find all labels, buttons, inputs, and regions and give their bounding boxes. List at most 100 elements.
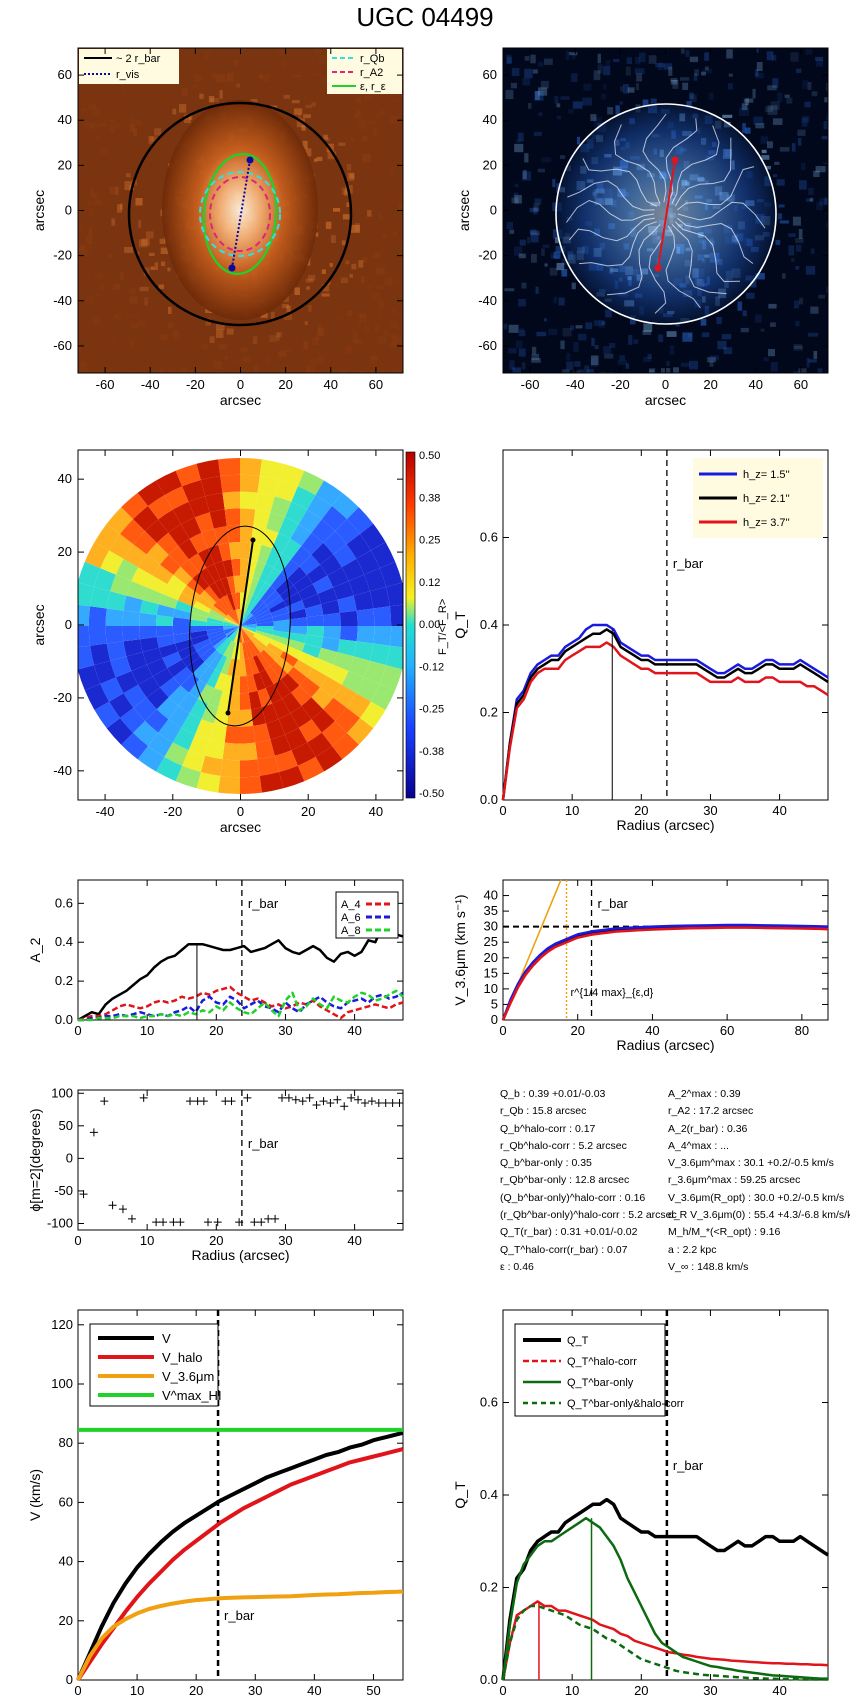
force-sector bbox=[312, 658, 334, 677]
force-sector bbox=[323, 626, 341, 640]
texture-speck bbox=[283, 94, 291, 99]
texture-speck bbox=[336, 317, 341, 322]
texture-speck bbox=[397, 202, 403, 211]
texture-speck bbox=[788, 233, 796, 237]
texture-speck bbox=[347, 172, 355, 182]
texture-speck bbox=[805, 265, 816, 275]
force-sector bbox=[229, 541, 240, 560]
y-tick-label: 25 bbox=[484, 934, 498, 949]
texture-speck bbox=[296, 118, 306, 128]
x-axis-label: Radius (arcsec) bbox=[616, 1697, 714, 1700]
force-sector bbox=[213, 636, 229, 650]
texture-speck bbox=[818, 294, 826, 299]
texture-speck bbox=[363, 93, 372, 102]
x-axis-label: arcsec bbox=[220, 819, 261, 835]
series-line-a-2 bbox=[77, 925, 404, 1022]
force-sector bbox=[286, 639, 305, 652]
colorbar-tick-label: -0.50 bbox=[419, 788, 444, 800]
force-sector bbox=[78, 626, 91, 648]
force-sector bbox=[272, 613, 290, 622]
force-sector bbox=[146, 575, 168, 594]
texture-speck bbox=[538, 62, 544, 67]
texture-speck bbox=[750, 279, 757, 288]
texture-speck bbox=[318, 352, 328, 361]
force-sector bbox=[225, 615, 240, 626]
colorbar-ticks: 0.50 0.38 0.25 0.12 0.00 -0.12 -0.25 -0.38 -0.50 bbox=[419, 450, 444, 800]
force-sector bbox=[94, 523, 120, 551]
force-sector bbox=[293, 659, 313, 678]
texture-speck bbox=[544, 263, 548, 267]
texture-speck bbox=[582, 97, 592, 106]
force-sector bbox=[198, 548, 215, 568]
contour-line bbox=[607, 224, 661, 296]
texture-speck bbox=[811, 91, 818, 97]
bar-endpoint bbox=[225, 710, 231, 716]
scatter-point bbox=[250, 1218, 259, 1227]
texture-speck bbox=[521, 282, 527, 289]
texture-speck bbox=[359, 314, 368, 324]
texture-speck bbox=[518, 330, 526, 337]
texture-speck bbox=[141, 238, 150, 246]
texture-speck bbox=[127, 314, 136, 319]
texture-speck bbox=[777, 213, 783, 220]
bar-axis-line bbox=[227, 539, 254, 714]
texture-speck bbox=[356, 97, 362, 104]
texture-speck bbox=[124, 181, 134, 191]
force-sector bbox=[259, 563, 274, 583]
force-sector bbox=[148, 732, 173, 757]
force-sector bbox=[115, 558, 139, 581]
x-tick-label: 0 bbox=[74, 1683, 81, 1698]
y-axis-label: A_2 bbox=[27, 937, 43, 962]
x-tick-label: 40 bbox=[347, 1233, 361, 1248]
force-sector bbox=[137, 480, 165, 506]
force-sector bbox=[164, 742, 189, 766]
force-sector bbox=[339, 610, 358, 626]
y-tick-label: 0.0 bbox=[480, 792, 498, 807]
texture-speck bbox=[597, 64, 603, 74]
texture-speck bbox=[330, 235, 336, 243]
texture-speck bbox=[594, 345, 599, 350]
force-sector bbox=[216, 599, 230, 615]
param-mass-ratio: M_h/M_*(<R_opt) : 9.16 bbox=[668, 1226, 781, 1239]
force-sector bbox=[209, 509, 227, 529]
texture-speck bbox=[347, 310, 353, 316]
texture-speck bbox=[810, 306, 819, 314]
force-sector bbox=[218, 542, 232, 562]
texture-speck bbox=[377, 310, 384, 319]
force-sector bbox=[222, 559, 234, 578]
texture-speck bbox=[765, 106, 773, 113]
force-sector bbox=[290, 524, 312, 546]
texture-speck bbox=[188, 115, 193, 120]
texture-speck bbox=[672, 80, 679, 89]
texture-speck bbox=[115, 186, 119, 196]
texture-speck bbox=[593, 320, 604, 326]
force-sector bbox=[131, 567, 153, 588]
force-sector bbox=[240, 626, 257, 633]
y-tick-label: 80 bbox=[59, 1435, 73, 1450]
scatter-point bbox=[118, 1205, 127, 1214]
force-sector bbox=[356, 550, 380, 575]
texture-speck bbox=[136, 313, 141, 317]
texture-speck bbox=[681, 48, 685, 54]
texture-speck bbox=[327, 151, 337, 160]
texture-speck bbox=[518, 299, 526, 307]
force-sector bbox=[180, 559, 200, 579]
texture-speck bbox=[384, 277, 393, 286]
contour-line bbox=[665, 118, 698, 203]
force-sector bbox=[244, 641, 253, 659]
legend-label: r_vis bbox=[116, 69, 140, 81]
texture-speck bbox=[541, 157, 552, 163]
force-sector bbox=[88, 626, 107, 646]
scatter-point bbox=[139, 1093, 148, 1102]
x-axis-label: Radius (arcsec) bbox=[616, 1037, 714, 1053]
texture-speck bbox=[799, 297, 804, 305]
rvis-endpoint bbox=[228, 264, 236, 272]
texture-speck bbox=[199, 93, 204, 99]
texture-speck bbox=[362, 135, 368, 142]
y-tick-label: -40 bbox=[53, 293, 72, 308]
texture-speck bbox=[294, 287, 300, 296]
texture-speck bbox=[216, 329, 224, 338]
texture-speck bbox=[767, 85, 777, 91]
texture-speck bbox=[312, 337, 320, 346]
force-sector bbox=[189, 619, 207, 626]
